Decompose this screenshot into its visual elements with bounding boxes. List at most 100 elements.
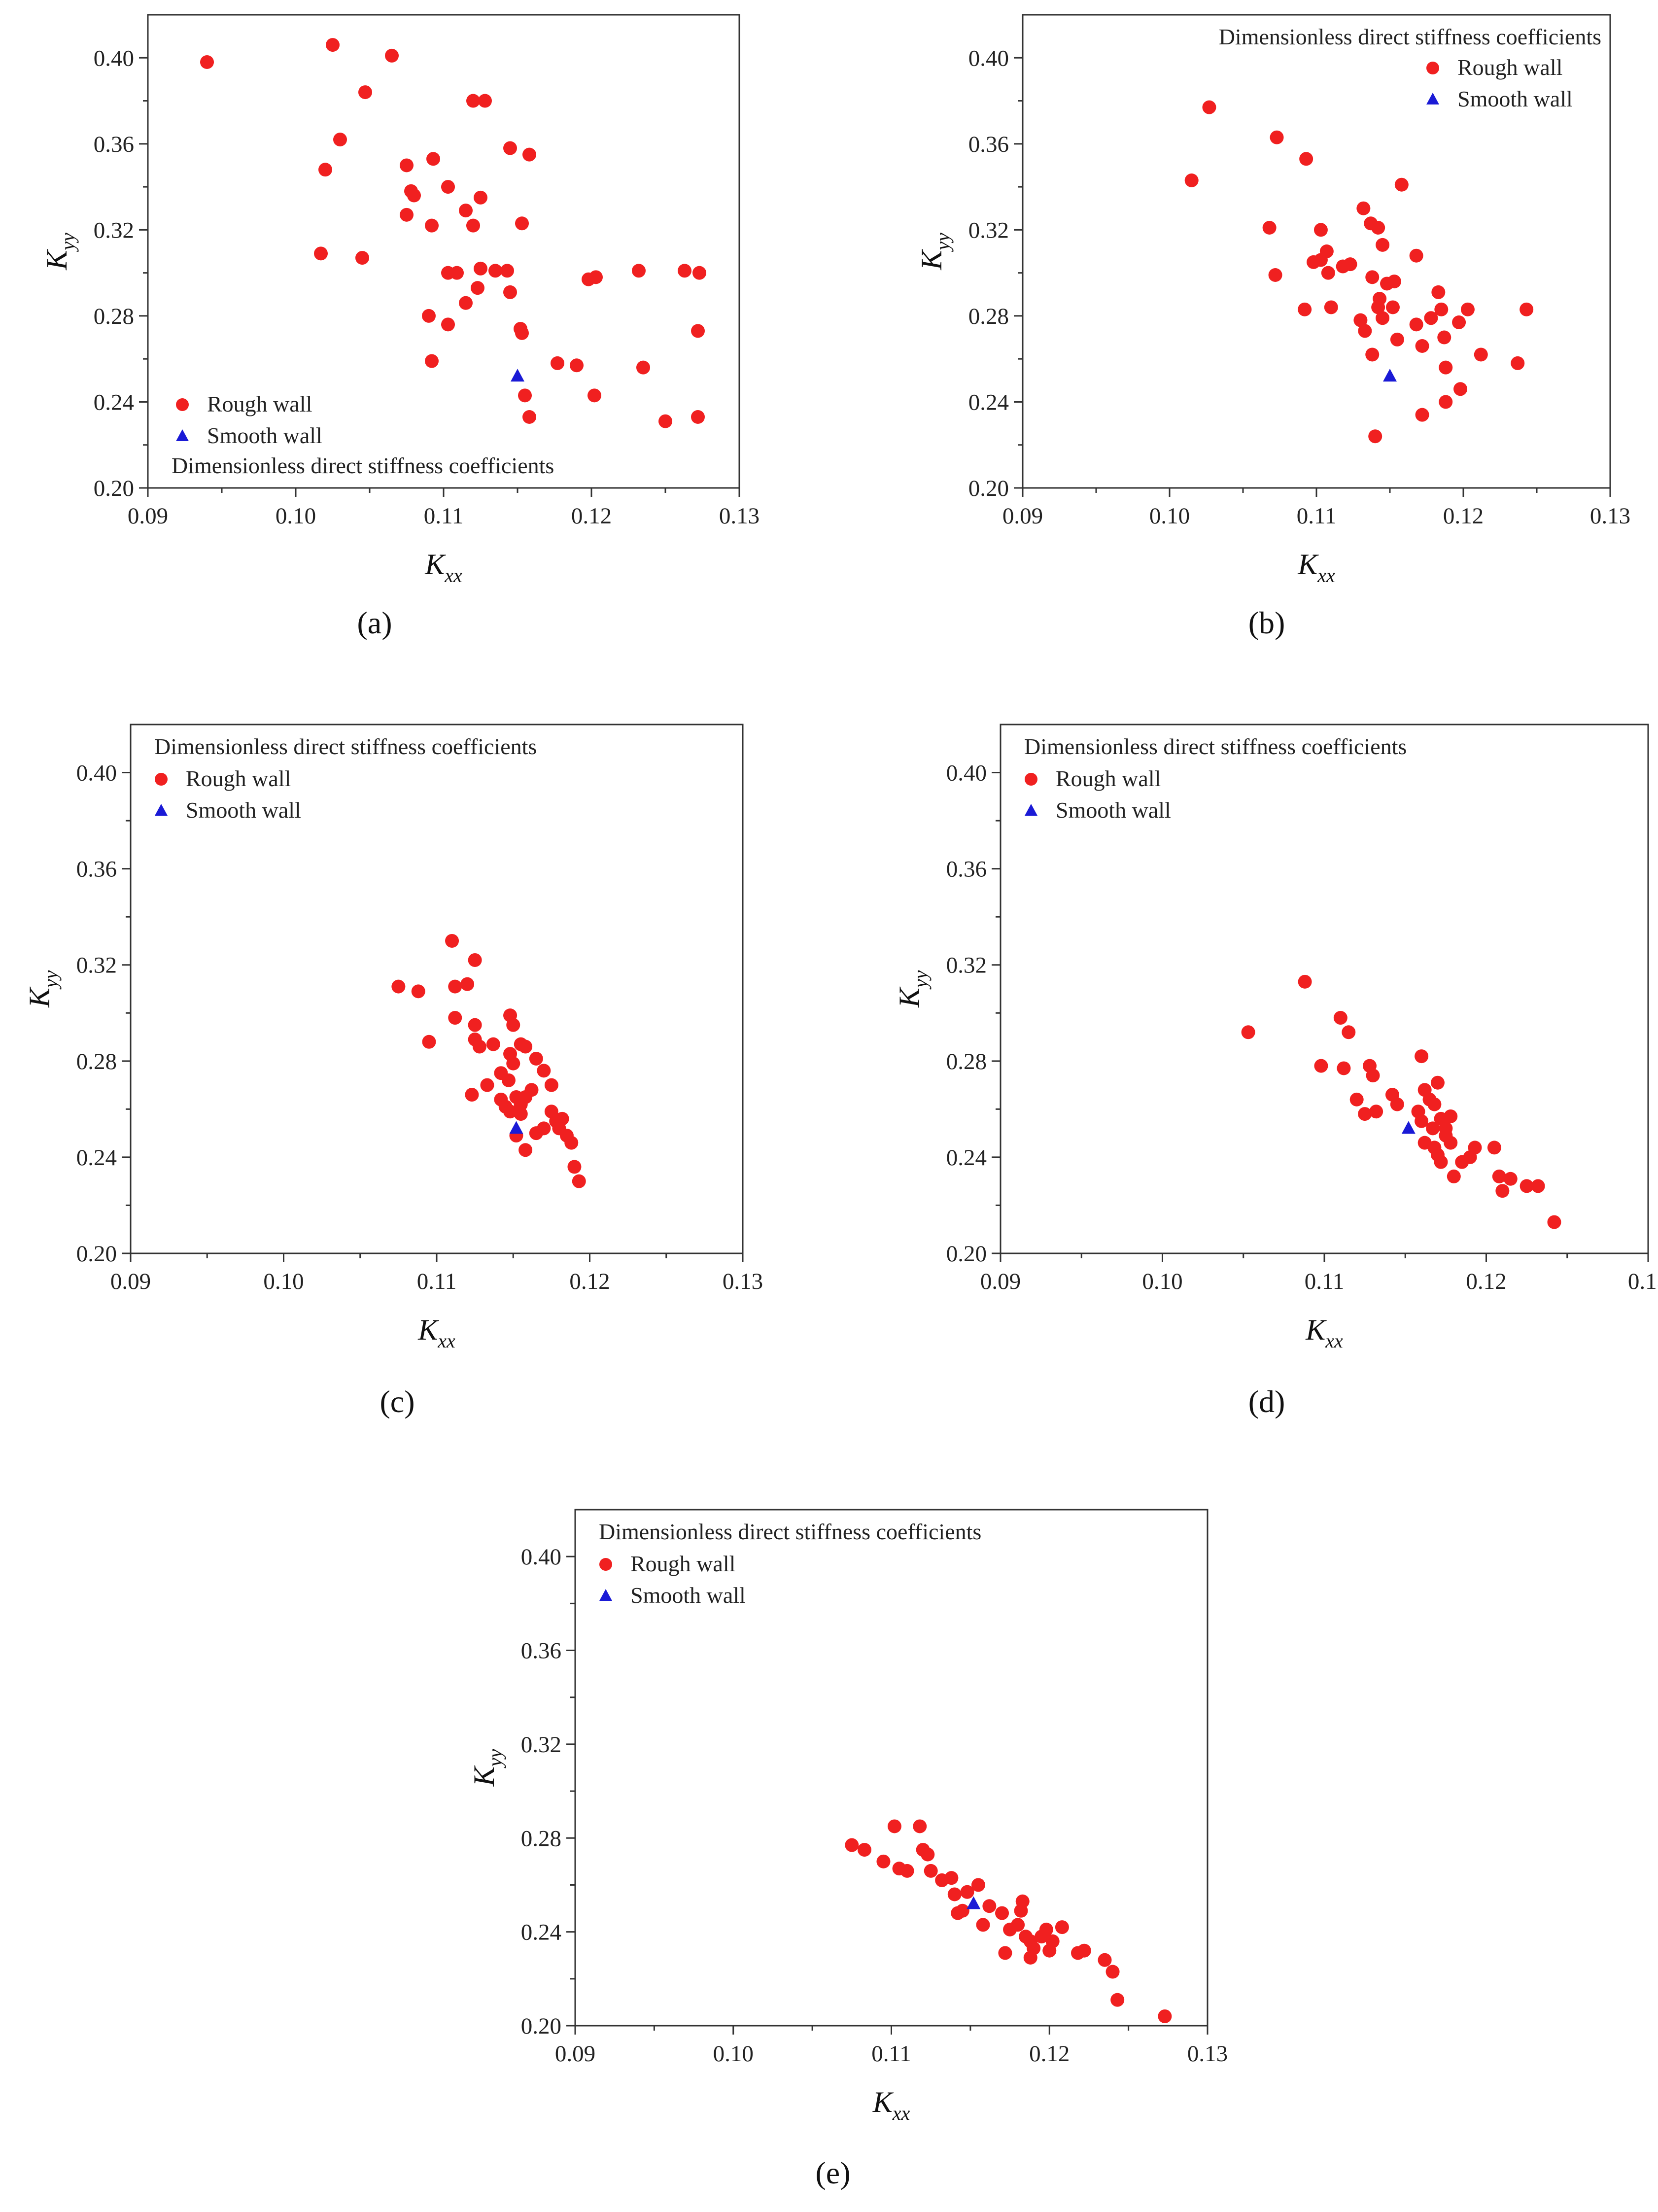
rough-wall-point (465, 1088, 479, 1102)
x-tick-label: 0.12 (1466, 1269, 1506, 1294)
rough-wall-point (468, 953, 482, 967)
x-tick-label: 0.11 (1297, 503, 1337, 529)
rough-wall-point (1434, 1155, 1448, 1169)
rough-wall-point (1270, 130, 1284, 144)
legend: Dimensionless direct stiffness coefficie… (599, 1519, 981, 1608)
legend-title: Dimensionless direct stiffness coefficie… (599, 1519, 981, 1544)
rough-wall-point (488, 264, 502, 278)
rough-wall-point (691, 410, 705, 424)
rough-wall-point (1365, 270, 1380, 284)
rough-wall-point (1202, 100, 1216, 114)
rough-wall-point (1434, 302, 1449, 316)
y-tick-label: 0.40 (521, 1544, 561, 1570)
rough-wall-point (459, 296, 473, 310)
rough-wall-point (921, 1847, 935, 1862)
rough-wall-point (1337, 1061, 1351, 1075)
rough-wall-point (1358, 1107, 1372, 1121)
plot-frame (1022, 14, 1611, 489)
rough-wall-point (1376, 238, 1390, 252)
y-tick-label: 0.28 (968, 304, 1009, 329)
x-tick-label: 0.12 (1029, 2041, 1070, 2067)
rough-wall-point (466, 218, 480, 233)
panel-label-d: (d) (1248, 1384, 1285, 1419)
rough-wall-point (900, 1864, 914, 1878)
smooth-wall-point (1383, 369, 1397, 382)
rough-wall-point (515, 216, 529, 231)
rough-wall-point (524, 1083, 539, 1097)
legend: Dimensionless direct stiffness coefficie… (1219, 24, 1601, 111)
y-tick-label: 0.32 (94, 217, 134, 243)
rough-wall-point (551, 356, 564, 370)
x-tick-label: 0.12 (1443, 503, 1484, 529)
y-tick-label: 0.20 (946, 1241, 987, 1267)
y-tick-label: 0.32 (76, 953, 117, 978)
rough-wall-point (924, 1864, 938, 1878)
y-tick-label: 0.28 (94, 304, 134, 329)
rough-wall-point (1487, 1141, 1501, 1155)
rough-wall-point (913, 1819, 927, 1833)
legend-rough-label: Rough wall (1056, 766, 1161, 791)
rough-wall-point (1409, 317, 1423, 332)
rough-wall-point (1415, 1114, 1429, 1128)
legend-rough-label: Rough wall (1457, 55, 1562, 80)
x-tick-label: 0.11 (871, 2041, 911, 2067)
legend-title: Dimensionless direct stiffness coefficie… (154, 734, 537, 759)
rough-wall-point (1376, 311, 1390, 325)
rough-wall-point (1314, 1059, 1328, 1073)
rough-wall-point (474, 261, 487, 276)
y-tick-label: 0.36 (946, 857, 987, 882)
rough-wall-point (845, 1838, 859, 1852)
y-tick-label: 0.40 (76, 760, 117, 786)
legend-rough-marker (1025, 773, 1037, 786)
rough-wall-point (692, 266, 706, 280)
x-axis-label: Kxx (1297, 548, 1335, 587)
legend-smooth-label: Smooth wall (186, 797, 301, 823)
x-tick-label: 0.10 (1142, 1269, 1182, 1294)
rough-wall-point (1385, 300, 1400, 314)
x-tick-label: 0.09 (980, 1269, 1021, 1294)
panel-label-e: (e) (815, 2155, 850, 2190)
legend: Dimensionless direct stiffness coefficie… (1024, 734, 1407, 823)
y-tick-label: 0.20 (521, 2013, 561, 2039)
y-tick-label: 0.36 (94, 132, 134, 157)
rough-wall-point (1520, 302, 1534, 316)
rough-wall-point (944, 1871, 959, 1885)
rough-wall-point (506, 1056, 520, 1071)
x-tick-label: 0.11 (417, 1269, 457, 1294)
y-tick-label: 0.32 (968, 217, 1009, 243)
rough-wall-point (314, 246, 328, 261)
rough-wall-point (1424, 311, 1438, 325)
rough-wall-point (567, 1160, 582, 1174)
rough-wall-point (1427, 1097, 1442, 1111)
rough-wall-point (1110, 1993, 1125, 2007)
rough-wall-point (318, 163, 332, 177)
rough-wall-point (460, 977, 475, 991)
rough-wall-point (450, 266, 464, 280)
y-tick-label: 0.24 (946, 1145, 987, 1171)
rough-wall-point (1439, 395, 1453, 409)
rough-wall-point (1321, 266, 1335, 280)
x-tick-label: 0.09 (128, 503, 168, 529)
rough-wall-point (391, 979, 406, 994)
x-tick-label: 0.13 (1628, 1269, 1658, 1294)
rough-wall-point (1431, 285, 1446, 299)
rough-wall-point (474, 190, 487, 205)
legend-smooth-marker (176, 429, 189, 441)
rough-wall-point (1369, 1105, 1383, 1119)
rough-wall-point (459, 204, 473, 218)
rough-wall-point (1452, 315, 1466, 329)
rough-wall-point (426, 152, 440, 166)
plot-frame (147, 14, 740, 489)
rough-wall-point (518, 388, 532, 403)
y-axis-label: Kyy (40, 233, 79, 271)
rough-wall-point (1313, 223, 1328, 237)
rough-wall-point (1531, 1179, 1545, 1193)
legend: Dimensionless direct stiffness coefficie… (154, 734, 537, 823)
rough-wall-point (480, 1078, 494, 1092)
rough-wall-point (503, 141, 517, 155)
chart-panel-b: 0.09 0.10 0.11 0.12 0.13 0.20 0.24 0.28 0.32 0.36… (915, 14, 1630, 587)
rough-wall-point (1415, 1049, 1429, 1064)
legend-rough-marker (176, 398, 189, 411)
legend: Rough wall Smooth wall Dimensionless direc… (172, 391, 554, 478)
rough-wall-point (1371, 221, 1385, 235)
